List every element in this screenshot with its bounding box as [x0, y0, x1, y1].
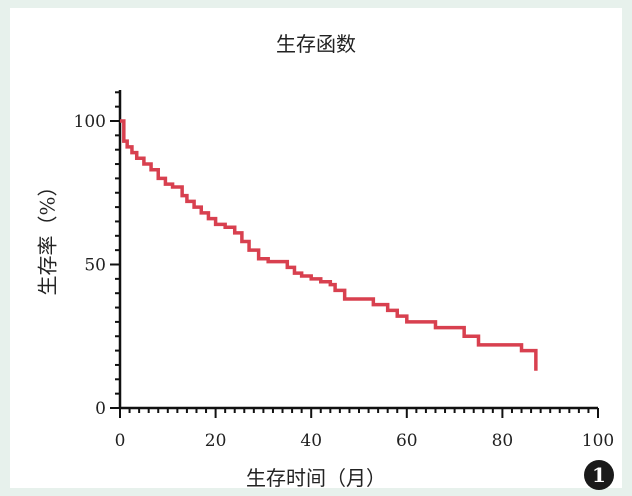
y-tick-label: 50 — [84, 256, 106, 276]
x-tick-label: 80 — [492, 431, 514, 451]
x-tick-label: 100 — [582, 431, 614, 451]
x-tick-label: 0 — [115, 431, 126, 451]
x-tick-label: 60 — [396, 431, 418, 451]
x-tick-label: 20 — [205, 431, 227, 451]
y-tick-label: 0 — [95, 399, 106, 419]
survival-curve — [120, 119, 538, 371]
x-tick-label: 40 — [300, 431, 322, 451]
y-tick-label: 100 — [74, 112, 106, 132]
chart-title: 生存函数 — [276, 32, 356, 56]
figure-number-badge: 1 — [584, 460, 614, 490]
x-axis-label: 生存时间（月） — [246, 466, 386, 490]
